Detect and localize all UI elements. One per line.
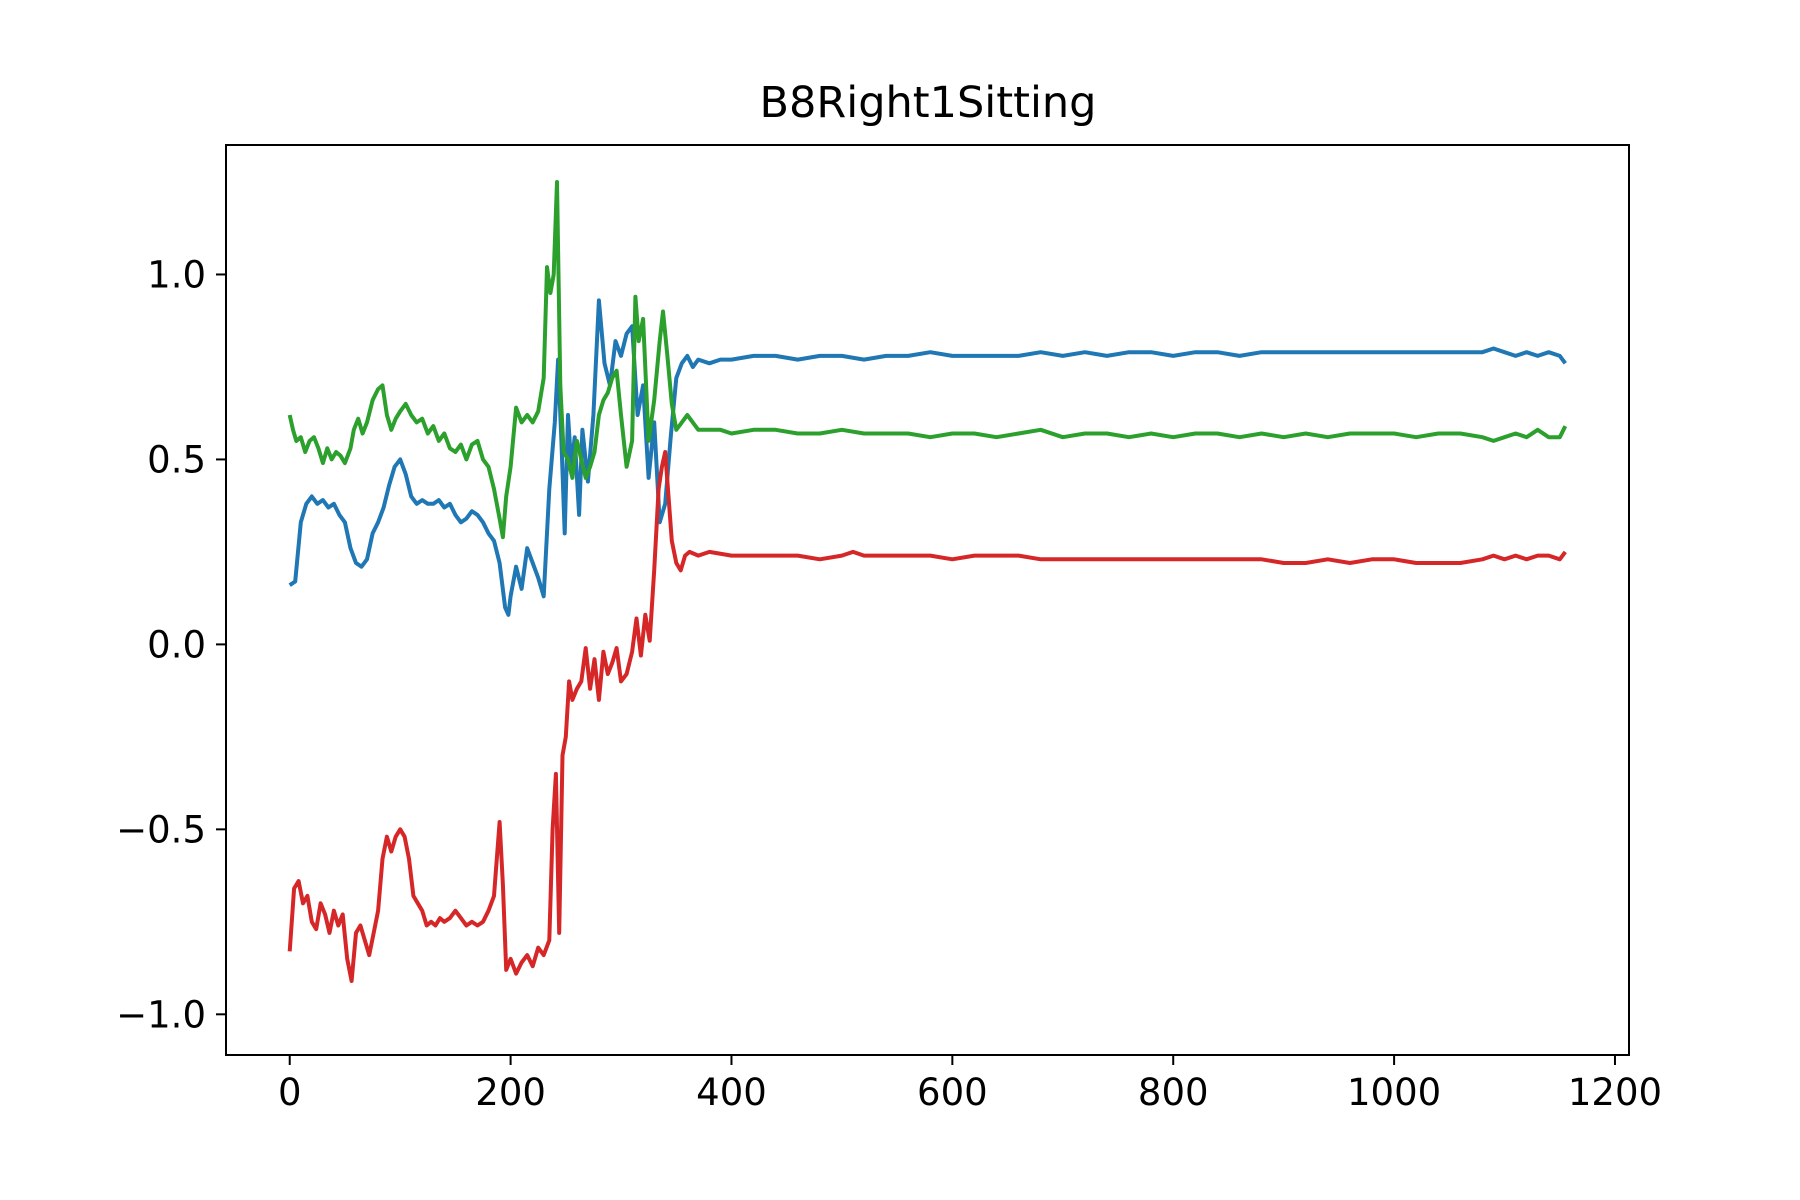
x-tick-label: 1200 — [1568, 1071, 1662, 1114]
y-tick-label: −1.0 — [116, 993, 206, 1036]
x-tick-label: 600 — [917, 1071, 988, 1114]
y-tick-label: 0.5 — [147, 438, 206, 481]
x-tick-label: 0 — [278, 1071, 302, 1114]
series-line-1 — [288, 298, 1567, 617]
series-line-2 — [287, 180, 1568, 540]
chart-title: B8Right1Sitting — [760, 78, 1097, 128]
x-tick-label: 1000 — [1347, 1071, 1441, 1114]
x-tick-label: 400 — [696, 1071, 767, 1114]
axis-layer: 0 200 400 600 800 1000 1200 −1.0 −0.5 0.0 0.5 1.0 — [116, 253, 1662, 1114]
x-tick-label: 200 — [475, 1071, 546, 1114]
x-tick-label: 800 — [1138, 1071, 1209, 1114]
series-line-3 — [287, 450, 1567, 983]
y-tick-label: 1.0 — [147, 253, 206, 296]
y-tick-label: −0.5 — [116, 808, 206, 851]
plot-area-frame — [225, 144, 1630, 1056]
series-layer — [287, 180, 1568, 983]
y-tick-label: 0.0 — [147, 623, 206, 666]
